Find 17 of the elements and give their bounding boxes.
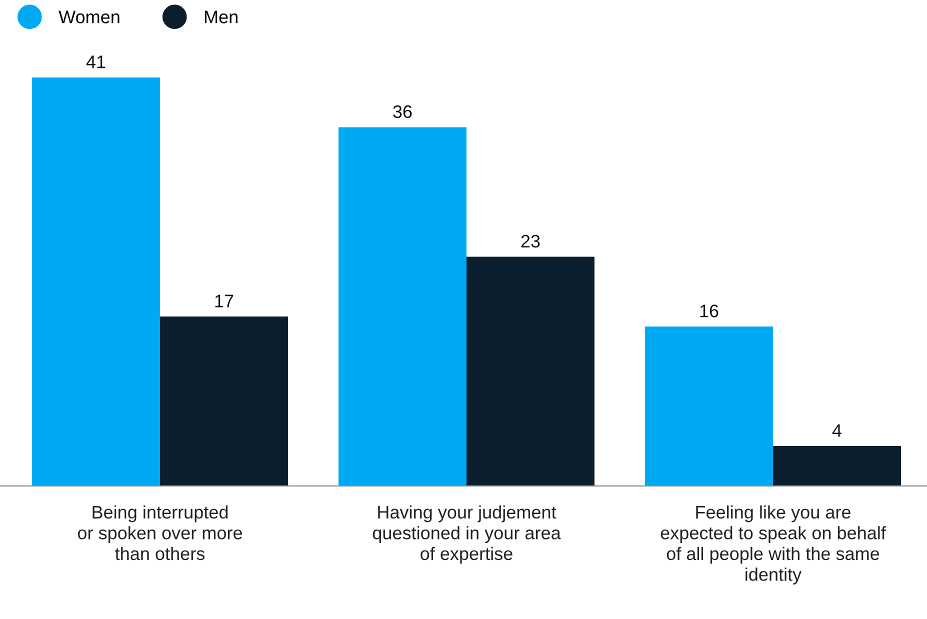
data-label: 4 [832, 424, 842, 437]
x-tick-label: Feeling like you are expected to speak on behalf of all people with the same identity [660, 505, 886, 584]
x-tick-label: Being interrupted or spoken over more than others [78, 505, 242, 560]
data-label: 41 [86, 56, 106, 68]
bar [772, 446, 901, 486]
data-label: 16 [700, 304, 718, 318]
data-label: 23 [521, 234, 540, 248]
data-label: 17 [215, 294, 234, 308]
bar [466, 256, 594, 486]
bar [160, 316, 288, 486]
bar [32, 77, 160, 486]
legend-label: Women [58, 10, 120, 24]
data-label: 36 [393, 105, 412, 118]
legend-label: Men [204, 10, 238, 24]
bar [338, 127, 466, 486]
x-tick-label: Having your judjement questioned in your area of expertise [372, 505, 561, 564]
bar [645, 326, 773, 486]
